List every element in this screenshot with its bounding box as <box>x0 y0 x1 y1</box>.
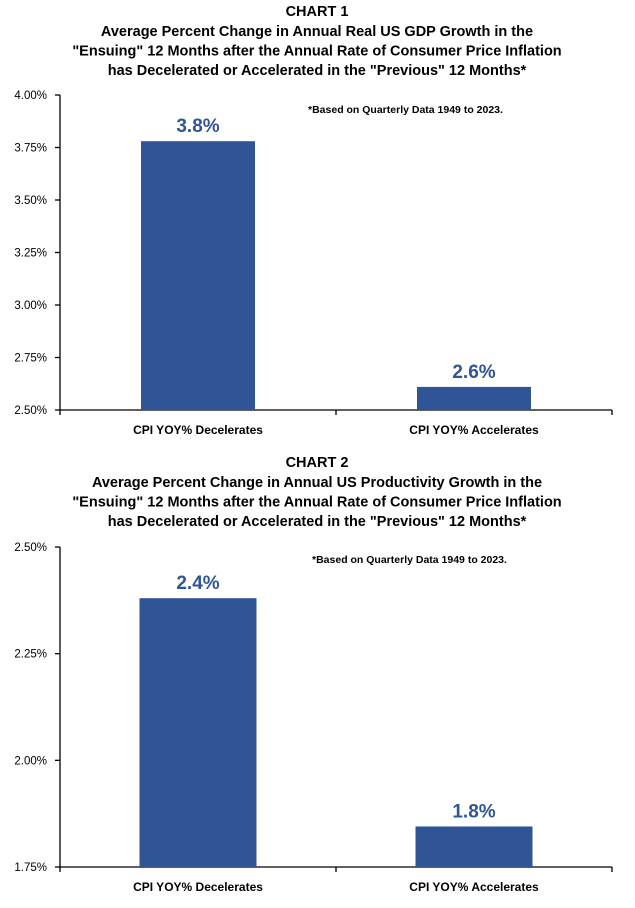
chart2-note: *Based on Quarterly Data 1949 to 2023. <box>312 554 507 566</box>
chart1-y-tick-label: 3.50% <box>14 195 47 207</box>
chart2-title-line: "Ensuing" 12 Months after the Annual Rat… <box>72 495 561 511</box>
chart2-y-tick-label: 2.25% <box>14 649 47 661</box>
chart2-bar <box>415 826 533 867</box>
chart1-y-tick-label: 3.75% <box>14 143 47 155</box>
chart1-y-tick-label: 2.75% <box>14 353 47 365</box>
chart2-data-label: 2.4% <box>176 573 219 594</box>
chart1-note: *Based on Quarterly Data 1949 to 2023. <box>308 104 503 116</box>
chart1-title-line: Average Percent Change in Annual Real US… <box>101 24 533 40</box>
chart1-category-label: CPI YOY% Accelerates <box>409 423 539 437</box>
chart2-category-label: CPI YOY% Decelerates <box>133 880 263 894</box>
chart1-bar <box>417 386 531 410</box>
chart1-title-line: "Ensuing" 12 Months after the Annual Rat… <box>72 44 561 60</box>
chart1-title-line: has Decelerated or Accelerated in the "P… <box>108 63 527 79</box>
chart2-y-tick-label: 2.00% <box>14 755 47 767</box>
chart2-bar <box>139 598 257 867</box>
chart1-y-tick-label: 3.00% <box>14 300 47 312</box>
chart2-title-line: has Decelerated or Accelerated in the "P… <box>108 514 527 530</box>
chart1-y-tick-label: 3.25% <box>14 248 47 260</box>
chart2-category-label: CPI YOY% Accelerates <box>409 880 539 894</box>
chart1-data-label: 3.8% <box>176 116 219 137</box>
chart1-heading: CHART 1 <box>286 4 349 20</box>
chart1-category-label: CPI YOY% Decelerates <box>133 423 263 437</box>
chart2-heading: CHART 2 <box>286 455 349 471</box>
chart2-data-label: 1.8% <box>452 801 495 822</box>
chart2-title-line: Average Percent Change in Annual US Prod… <box>92 475 542 491</box>
chart2-y-tick-label: 1.75% <box>14 862 47 874</box>
chart2-y-tick-label: 2.50% <box>14 542 47 554</box>
chart1-y-tick-label: 2.50% <box>14 405 47 417</box>
chart1-y-tick-label: 4.00% <box>14 90 47 102</box>
chart1-data-label: 2.6% <box>452 362 495 383</box>
chart1-bar <box>141 141 255 410</box>
